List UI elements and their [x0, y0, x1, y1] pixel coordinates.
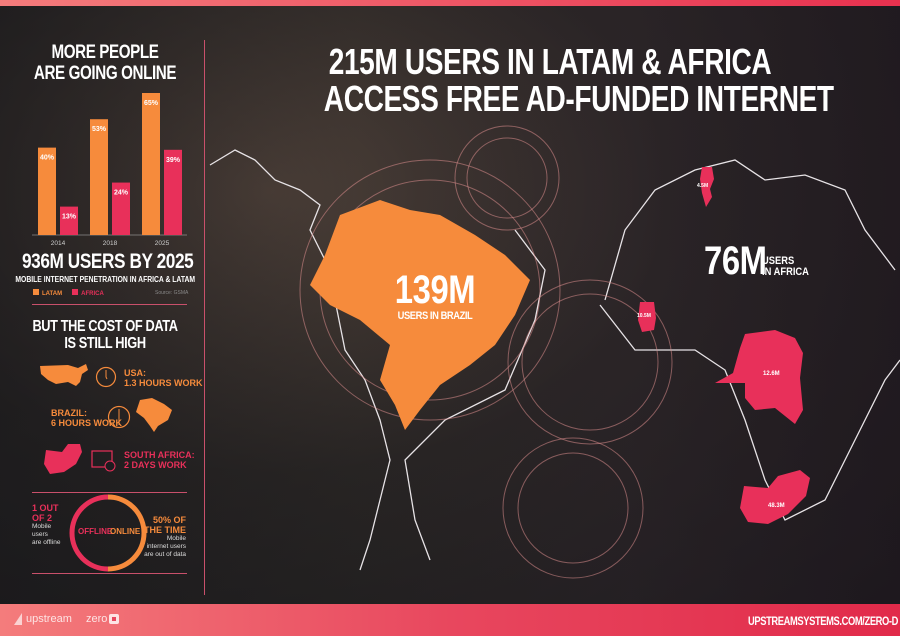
section-divider: [32, 573, 187, 574]
brand-name: zero: [86, 613, 108, 625]
bar-latam-2018: [90, 119, 108, 235]
cost-usa: USA: 1.3 HOURS WORK: [124, 368, 203, 388]
drc-value: 12.6M: [763, 371, 780, 377]
cost-heading-line2: IS STILL HIGH: [64, 335, 146, 352]
stat-line: THE TIME: [144, 525, 186, 535]
cost-brazil: BRAZIL: 6 HOURS WORK: [51, 408, 122, 428]
brazil-map: [310, 200, 530, 430]
heading-line2: ARE GOING ONLINE: [33, 63, 177, 84]
desc-line: are out of data: [144, 551, 186, 558]
bar-value-label: 24%: [114, 190, 129, 197]
cost-country: BRAZIL:: [51, 408, 87, 418]
cost-value: 6 HOURS WORK: [51, 418, 123, 428]
title-line1: 215M USERS IN LATAM & AFRICA: [328, 41, 772, 82]
desc-line: internet users: [146, 543, 186, 550]
calendar-icon: [91, 450, 116, 472]
panel-divider: [204, 40, 205, 595]
cost-country: SOUTH AFRICA:: [124, 450, 195, 460]
brazil-value: 139M: [394, 268, 476, 312]
africa-outline: [599, 159, 900, 521]
cost-heading-line1: BUT THE COST OF DATA: [32, 318, 178, 335]
desc-line: Mobile: [166, 535, 186, 542]
footer-bar: upstream zero UPSTREAMSYSTEMS.COM/ZERO-D: [0, 604, 900, 636]
x-tick-label: 2025: [155, 240, 170, 247]
chart-legend: LATAM AFRICA: [33, 289, 104, 297]
bar-value-label: 13%: [62, 214, 77, 221]
cost-south-africa: SOUTH AFRICA: 2 DAYS WORK: [124, 450, 195, 470]
africa-value: 76M: [704, 239, 767, 283]
africa-stat: 76M USERS IN AFRICA: [704, 239, 817, 283]
tunisia-map: [700, 167, 714, 207]
africa-label-line: IN AFRICA: [762, 266, 809, 278]
legend-label: LATAM: [42, 291, 63, 297]
offline-online-donut: [69, 494, 147, 572]
bar-africa-2014: [60, 206, 78, 235]
legend-africa: AFRICA: [72, 289, 104, 297]
cost-heading: BUT THE COST OF DATA IS STILL HIGH: [10, 318, 200, 352]
drc-map: [715, 330, 803, 424]
x-tick-label: 2018: [103, 240, 118, 247]
clock-icon: [95, 366, 117, 388]
chart-source: Source: GSMA: [155, 290, 189, 296]
bar-value-label: 53%: [92, 126, 107, 133]
usa-map-icon: [40, 364, 88, 386]
brazil-map-icon: [136, 398, 172, 432]
bar-chart: 40% 13% 2014 53% 24% 2018 65% 39% 2025: [32, 93, 187, 247]
tunisia-value: 4.5M: [697, 183, 709, 189]
desc-line: users: [32, 531, 48, 538]
upstream-logo[interactable]: upstream: [14, 613, 72, 625]
upstream-logo-icon: [14, 613, 22, 625]
brazil-stat: 139M USERS IN BRAZIL: [360, 270, 510, 322]
desc-line: Mobile: [32, 523, 52, 530]
bar-value-label: 65%: [144, 100, 159, 107]
brand-name: upstream: [26, 613, 72, 625]
section-divider: [32, 492, 187, 493]
x-tick-label: 2014: [51, 240, 66, 247]
legend-label: AFRICA: [81, 291, 104, 297]
south-africa-map-icon: [44, 444, 82, 474]
chart-subtitle: MOBILE INTERNET PENETRATION IN AFRICA & …: [15, 275, 196, 284]
chart-heading: MORE PEOPLE ARE GOING ONLINE: [10, 42, 200, 84]
cost-value: 2 DAYS WORK: [124, 460, 187, 470]
cost-value: 1.3 HOURS WORK: [124, 378, 203, 388]
offline-stat: 1 OUT OF 2 Mobile users are offline: [32, 503, 60, 547]
africa-label-line: USERS: [762, 255, 795, 267]
bar-latam-2014: [38, 147, 56, 235]
ghana-map: [638, 302, 656, 332]
south-africa-map: [740, 470, 810, 524]
brazil-label: USERS IN BRAZIL: [397, 310, 473, 322]
footer-url[interactable]: UPSTREAMSYSTEMS.COM/ZERO-D: [748, 614, 899, 628]
title-line2: ACCESS FREE AD-FUNDED INTERNET: [323, 78, 834, 119]
bar-value-label: 39%: [166, 157, 181, 164]
section-divider: [32, 304, 187, 305]
bar-africa-2025: [164, 149, 182, 235]
clock-icon: [107, 405, 131, 429]
offline-label: OFFLINE: [78, 527, 113, 536]
zero-d-icon: [109, 614, 120, 624]
top-accent-bar: [0, 0, 900, 6]
stat-line: OF 2: [32, 513, 53, 523]
bar-latam-2025: [142, 93, 160, 235]
ghana-value: 10.5M: [637, 313, 651, 319]
online-stat: 50% OF THE TIME Mobile internet users ar…: [140, 515, 186, 559]
main-title: 215M USERS IN LATAM & AFRICA ACCESS FREE…: [260, 44, 840, 118]
stat-line: 1 OUT: [32, 503, 59, 513]
south-africa-value: 48.3M: [768, 503, 785, 509]
cost-country: USA:: [124, 368, 146, 378]
heading-line1: MORE PEOPLE: [51, 42, 159, 63]
zero-logo[interactable]: zero: [86, 613, 120, 625]
legend-latam: LATAM: [33, 289, 62, 297]
desc-line: are offline: [32, 539, 61, 546]
bar-africa-2018: [112, 182, 130, 235]
africa-label: USERS IN AFRICA: [762, 256, 809, 278]
bar-value-label: 40%: [40, 155, 55, 162]
total-users: 936M USERS BY 2025: [22, 250, 194, 273]
stat-line: 50% OF: [152, 515, 186, 525]
online-label: ONLINE: [110, 527, 141, 536]
